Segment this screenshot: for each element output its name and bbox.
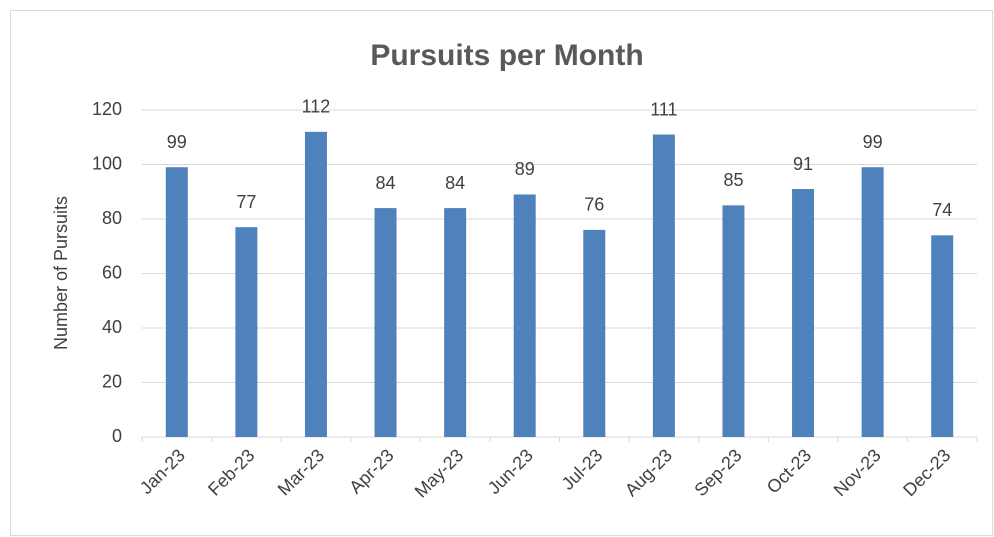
data-label: 74 <box>932 200 952 220</box>
data-label: 99 <box>167 132 187 152</box>
bar <box>304 131 327 438</box>
data-label: 112 <box>302 97 331 117</box>
bar <box>513 194 536 437</box>
data-label: 84 <box>376 173 396 193</box>
y-tick-label: 60 <box>102 262 122 282</box>
y-tick-label: 100 <box>92 153 122 173</box>
data-label: 76 <box>584 195 604 215</box>
data-label: 111 <box>650 99 677 119</box>
bar <box>861 167 884 437</box>
bar <box>583 229 606 437</box>
data-label: 85 <box>723 170 743 190</box>
data-label: 77 <box>236 192 256 212</box>
data-label: 89 <box>515 159 535 179</box>
bar <box>165 167 188 437</box>
chart-title: Pursuits per Month <box>370 39 643 72</box>
bar <box>792 189 815 437</box>
y-tick-label: 120 <box>92 99 122 119</box>
y-tick-label: 0 <box>112 426 122 446</box>
data-label: 84 <box>445 173 465 193</box>
bar <box>235 227 258 437</box>
y-tick-label: 80 <box>102 208 122 228</box>
bar <box>931 235 954 437</box>
bar <box>374 208 397 437</box>
bar <box>652 134 675 437</box>
y-tick-label: 20 <box>102 371 122 391</box>
bar <box>444 208 467 437</box>
data-label: 91 <box>793 154 813 174</box>
y-axis-label: Number of Pursuits <box>51 196 71 350</box>
data-label: 99 <box>863 132 883 152</box>
bar <box>722 205 745 437</box>
y-tick-label: 40 <box>102 317 122 337</box>
